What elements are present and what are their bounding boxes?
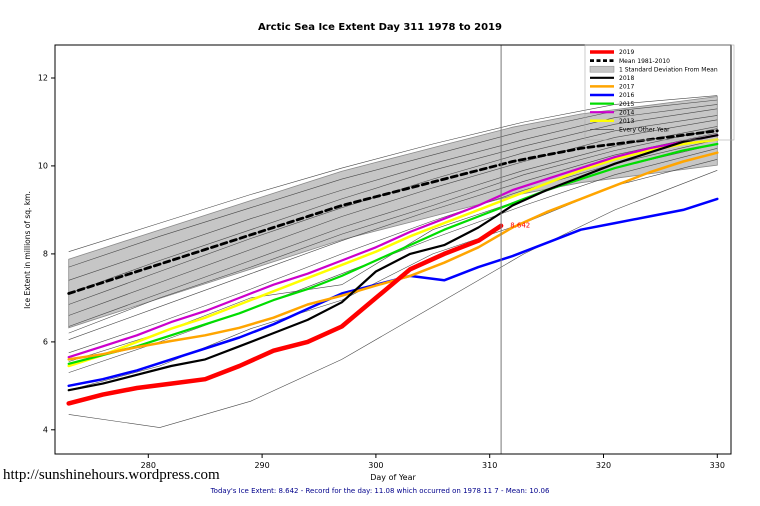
legend-label-2019: 2019 [619, 49, 634, 56]
year-line-other [68, 170, 718, 428]
y-tick-label: 6 [43, 337, 48, 346]
year-line-other [68, 126, 718, 327]
year-line-other [68, 132, 718, 340]
series-2014 [67, 134, 719, 359]
legend-swatch-1-standard-deviation-from-mean [589, 65, 615, 73]
plot-frame [54, 44, 732, 455]
x-tick-label: 330 [710, 461, 725, 470]
legend-label-2015: 2015 [619, 101, 634, 108]
y-tick-label: 10 [38, 161, 48, 170]
y-axis-label: Ice Extent in millions of sq. km. [23, 191, 32, 309]
y-tick-label: 8 [43, 249, 48, 258]
chart-title: Arctic Sea Ice Extent Day 311 1978 to 20… [258, 22, 502, 33]
legend-label-2014: 2014 [619, 109, 634, 116]
year-line-other [68, 128, 718, 334]
legend-label-2016: 2016 [619, 92, 634, 99]
y-tick-label: 12 [38, 74, 48, 83]
x-tick-label: 280 [141, 461, 156, 470]
x-tick-label: 300 [368, 461, 383, 470]
y-tick-label: 4 [43, 425, 48, 434]
year-line-other [68, 119, 718, 316]
x-tick-label: 310 [482, 461, 497, 470]
year-line-other [68, 139, 718, 354]
year-line-other [68, 99, 718, 268]
legend-label-2018: 2018 [619, 75, 634, 82]
plot-area: 280 290 300 310 320 330 4 6 8 10 12 Day of Year Ice … [23, 44, 735, 482]
legend-label-2017: 2017 [619, 84, 634, 91]
legend-label-every-other-year: Every Other Year [619, 127, 670, 134]
legend-box [584, 44, 735, 141]
year-line-other [68, 95, 718, 252]
series-2015 [67, 142, 719, 365]
series-2019 [66, 223, 504, 406]
series-2018 [67, 134, 719, 392]
current-value-annotation: 8.642 [510, 222, 530, 230]
series-2013 [67, 138, 719, 368]
x-axis-label: Day of Year [370, 473, 416, 482]
year-line-other [68, 108, 718, 294]
legend-label-mean-1981-2010: Mean 1981-2010 [619, 58, 670, 65]
site-url[interactable]: http://sunshinehours.wordpress.com [3, 467, 220, 483]
x-tick-label: 290 [254, 461, 269, 470]
x-tick-label: 320 [596, 461, 611, 470]
legend-label-2013: 2013 [619, 118, 634, 125]
legend-label-1-standard-deviation-from-mean: 1 Standard Deviation From Mean [619, 66, 718, 73]
footer-stats: Today's Ice Extent: 8.642 - Record for t… [210, 487, 550, 495]
series-mean-1981-2010 [67, 129, 719, 295]
